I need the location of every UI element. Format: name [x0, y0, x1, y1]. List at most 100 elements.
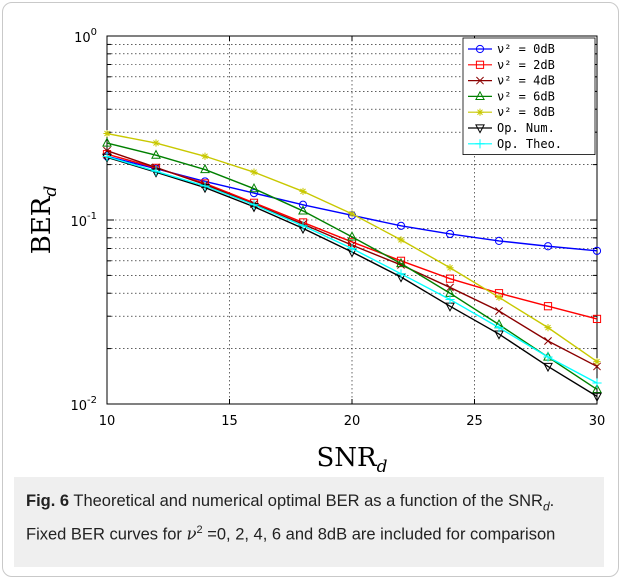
data-point	[250, 168, 258, 176]
data-point	[544, 324, 552, 332]
data-point	[592, 383, 602, 394]
data-point	[495, 307, 503, 316]
series-line	[106, 142, 598, 391]
legend-marker	[476, 108, 484, 116]
y-tick-exponent: -1	[87, 211, 97, 222]
data-point	[445, 294, 455, 305]
data-point	[103, 129, 111, 138]
data-point	[200, 163, 210, 174]
legend-marker	[475, 124, 485, 134]
x-tick-label: 25	[466, 414, 483, 429]
legend-item: ν² = 0dB	[468, 42, 555, 56]
data-point	[347, 243, 357, 254]
data-point	[396, 269, 406, 279]
data-point	[151, 149, 161, 159]
y-tick-base: 10	[70, 215, 87, 230]
legend-label: ν² = 8dB	[497, 105, 555, 119]
data-point	[593, 357, 601, 366]
data-point	[396, 257, 406, 268]
data-point	[201, 152, 209, 160]
caption-nu-symbol: ν	[186, 524, 197, 544]
data-point	[151, 166, 161, 176]
caption-figure-label: Fig. 6	[26, 492, 70, 510]
data-point	[543, 242, 553, 251]
legend-marker	[476, 76, 484, 85]
data-point	[348, 210, 356, 218]
data-point	[446, 283, 454, 292]
y-axis-title-subscript: d	[41, 186, 61, 197]
legend-item: ν² = 2dB	[468, 58, 555, 72]
data-point	[397, 236, 405, 244]
y-tick-base: 10	[70, 399, 87, 414]
y-tick-exponent: 0	[91, 27, 97, 38]
legend-label: Op. Theo.	[497, 137, 562, 151]
y-tick-label: 10-1	[70, 211, 97, 230]
x-tick-label: 20	[344, 414, 361, 429]
legend-marker	[475, 60, 485, 69]
caption-text-3: =0, 2, 4, 6 and 8dB are included for com…	[202, 525, 556, 544]
data-point	[298, 200, 308, 209]
y-tick-base: 10	[74, 31, 91, 46]
data-point	[495, 293, 503, 301]
data-point	[494, 323, 504, 333]
data-point	[152, 139, 160, 147]
data-point	[102, 137, 112, 147]
legend-marker	[475, 90, 485, 100]
data-point	[298, 205, 308, 215]
series-4	[103, 129, 601, 366]
x-tick-label: 30	[589, 414, 606, 429]
legend-label: ν² = 6dB	[497, 89, 555, 103]
caption-superscript: 2	[196, 524, 203, 537]
data-point	[249, 183, 259, 193]
legend-item: ν² = 6dB	[468, 89, 555, 103]
data-point	[102, 152, 112, 162]
series-layer	[102, 129, 602, 403]
data-point	[299, 187, 307, 196]
data-point	[396, 221, 406, 230]
data-point	[592, 314, 602, 324]
legend-label: ν² = 2dB	[497, 58, 555, 72]
x-tick-label: 10	[99, 414, 116, 429]
data-point	[347, 231, 357, 241]
y-tick-label: 10-2	[70, 395, 97, 414]
x-tick-label: 15	[221, 414, 238, 429]
data-point	[494, 236, 504, 245]
legend-item: ν² = 4dB	[468, 74, 555, 88]
data-point	[249, 189, 259, 198]
y-tick-exponent: -2	[87, 395, 97, 406]
legend-label: Op. Num.	[497, 121, 555, 135]
data-point	[592, 246, 602, 255]
data-point	[543, 362, 553, 373]
figure-caption: Fig. 6 Theoretical and numerical optimal…	[14, 477, 604, 567]
data-point	[200, 181, 210, 191]
caption-text-1: Theoretical and numerical optimal BER as…	[69, 492, 543, 510]
data-point	[446, 264, 454, 272]
series-6	[102, 152, 602, 388]
data-point	[592, 378, 602, 388]
data-point	[592, 392, 602, 403]
data-point	[445, 274, 455, 283]
legend-label: ν² = 0dB	[497, 42, 555, 56]
x-axis-title: SNRd	[316, 443, 387, 477]
legend-item: ν² = 8dB	[468, 105, 555, 119]
y-tick-label: 100	[74, 27, 97, 46]
data-point	[249, 200, 259, 210]
x-axis-title-subscript: d	[377, 457, 388, 477]
data-point	[544, 337, 552, 345]
legend-label: ν² = 4dB	[497, 74, 555, 88]
legend-marker	[475, 139, 485, 149]
y-axis-title: BERd	[27, 186, 61, 255]
data-point	[103, 146, 111, 155]
data-point	[445, 229, 455, 239]
data-point	[543, 352, 553, 362]
legend-item: Op. Theo.	[468, 137, 562, 151]
legend-marker	[475, 44, 485, 54]
legend-item: Op. Num.	[468, 121, 555, 135]
data-point	[543, 302, 553, 311]
data-point	[298, 221, 308, 231]
caption-subscript: d	[542, 499, 550, 514]
